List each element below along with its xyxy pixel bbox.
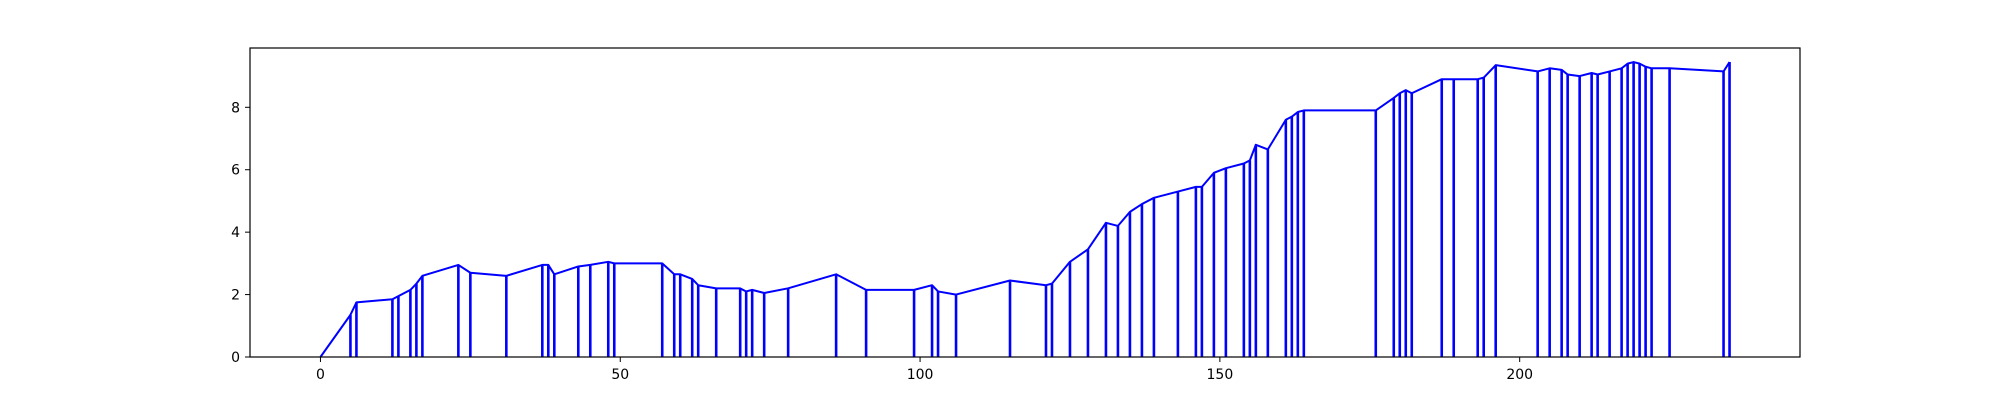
y-tick-label: 6 <box>231 163 240 179</box>
drop-lines-group <box>349 62 1731 357</box>
y-tick-label: 2 <box>231 288 240 304</box>
series-group <box>319 61 1731 358</box>
plot-area-frame <box>249 47 1801 358</box>
x-tick-label: 100 <box>907 367 934 383</box>
x-tick-label: 200 <box>1506 367 1533 383</box>
x-tick-label: 0 <box>316 367 325 383</box>
series-line <box>319 61 1731 358</box>
x-tick-label: 50 <box>611 367 629 383</box>
y-tick-label: 8 <box>231 100 240 116</box>
y-tick-label: 0 <box>231 350 240 366</box>
y-tick-label: 4 <box>231 225 240 241</box>
x-axis: 0 50 100 150 200 <box>316 357 1533 383</box>
y-axis: 0 2 4 6 8 <box>231 100 250 366</box>
x-tick-label: 150 <box>1207 367 1234 383</box>
